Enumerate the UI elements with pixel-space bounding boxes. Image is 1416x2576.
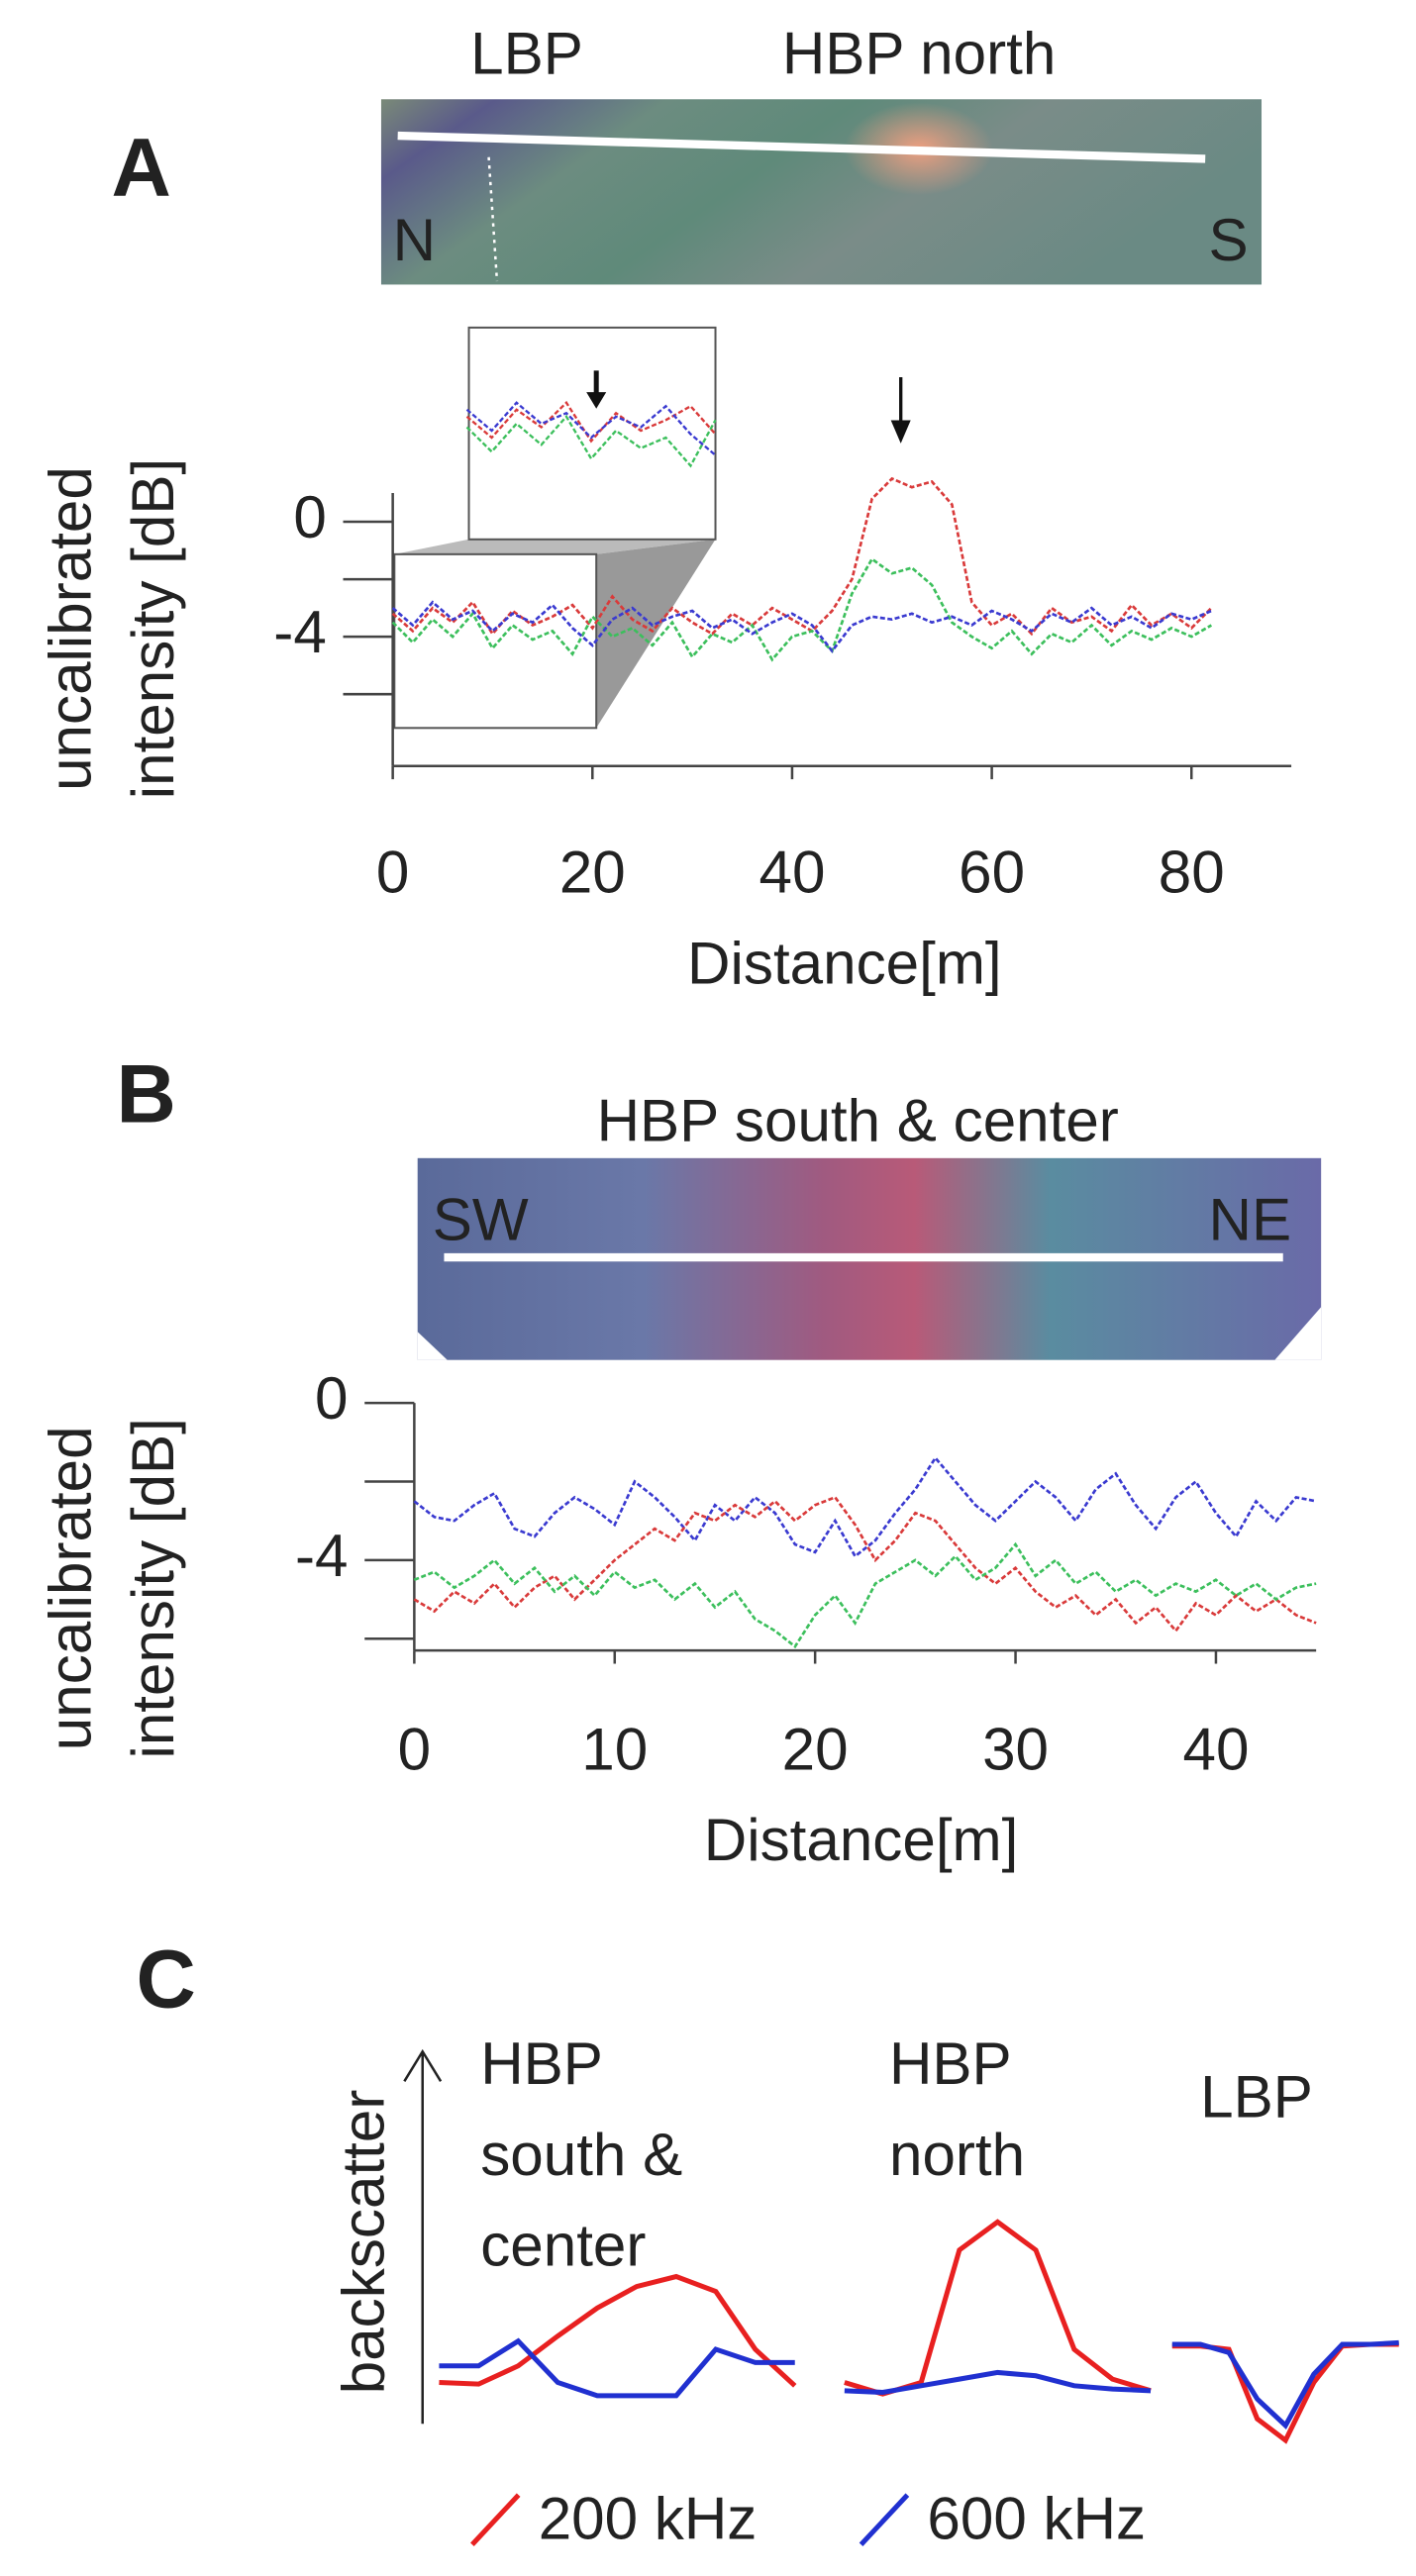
- y-axis-label: intensity [dB]: [120, 1418, 186, 1758]
- data-line: [391, 556, 1213, 662]
- group-label: center: [480, 2213, 646, 2279]
- y-axis-arrowhead: [403, 2048, 443, 2082]
- image-label: NE: [1209, 1187, 1292, 1253]
- data-line: [413, 1495, 1317, 1634]
- x-tick-label: 10: [581, 1716, 648, 1782]
- x-tick-label: 40: [759, 840, 825, 906]
- schematic-line: [844, 2369, 1152, 2396]
- image-label: N: [393, 207, 436, 273]
- data-line: [391, 600, 1212, 653]
- panel-letter: B: [116, 1046, 175, 1139]
- x-axis-label: Distance[m]: [704, 1807, 1019, 1873]
- schematic-line: [439, 2337, 795, 2399]
- y-axis-label: uncalibrated: [38, 466, 104, 791]
- legend-swatch: [859, 2493, 910, 2546]
- panel-letter: A: [111, 121, 170, 214]
- y-tick-label: 0: [315, 1365, 348, 1432]
- annotation-arrow-head: [586, 392, 607, 409]
- group-label: north: [889, 2122, 1025, 2188]
- panel-letter: C: [137, 1932, 196, 2025]
- image-label: HBP north: [782, 20, 1056, 86]
- x-tick-label: 0: [376, 840, 409, 906]
- y-axis-label: intensity [dB]: [120, 458, 186, 799]
- x-tick-label: 30: [982, 1716, 1049, 1782]
- zoom-box: [393, 552, 598, 730]
- schematic-line: [844, 2219, 1152, 2397]
- data-line: [413, 1541, 1317, 1649]
- legend-label: 600 kHz: [927, 2485, 1146, 2551]
- y-axis-label: backscatter: [330, 2090, 396, 2395]
- x-tick-label: 60: [959, 840, 1025, 906]
- annotation-arrow-head: [890, 420, 911, 444]
- x-tick-label: 20: [782, 1716, 849, 1782]
- transect-line: [397, 131, 1206, 163]
- schematic-line: [1171, 2339, 1399, 2429]
- group-label: LBP: [1200, 2063, 1313, 2130]
- data-line: [391, 476, 1213, 637]
- image-label: SW: [433, 1187, 529, 1253]
- y-tick-label: 0: [293, 484, 326, 550]
- x-tick-label: 80: [1159, 840, 1225, 906]
- x-axis-label: Distance[m]: [687, 931, 1002, 997]
- inset-line: [465, 414, 717, 468]
- y-tick-label: -4: [273, 599, 326, 665]
- x-tick-label: 40: [1182, 1716, 1249, 1782]
- x-tick-label: 0: [398, 1716, 431, 1782]
- zoom-connector: [394, 539, 716, 554]
- zoom-connector: [596, 539, 716, 729]
- legend-swatch: [470, 2493, 521, 2546]
- sonar-image: [380, 99, 1263, 285]
- group-label: HBP: [889, 2031, 1012, 2097]
- group-label: HBP: [480, 2031, 603, 2097]
- data-line: [413, 1455, 1317, 1558]
- group-label: south &: [480, 2122, 682, 2188]
- image-label: S: [1209, 207, 1249, 273]
- y-axis-label: uncalibrated: [38, 1426, 104, 1750]
- inset-box: [467, 326, 717, 541]
- image-label: LBP: [470, 20, 583, 86]
- schematic-line: [439, 2273, 797, 2388]
- y-tick-label: -4: [295, 1523, 349, 1589]
- inset-line: [465, 401, 717, 456]
- chart-title: HBP south & center: [597, 1087, 1119, 1153]
- legend-label: 200 kHz: [539, 2485, 758, 2551]
- x-tick-label: 20: [559, 840, 626, 906]
- image-corner: [1274, 1307, 1322, 1360]
